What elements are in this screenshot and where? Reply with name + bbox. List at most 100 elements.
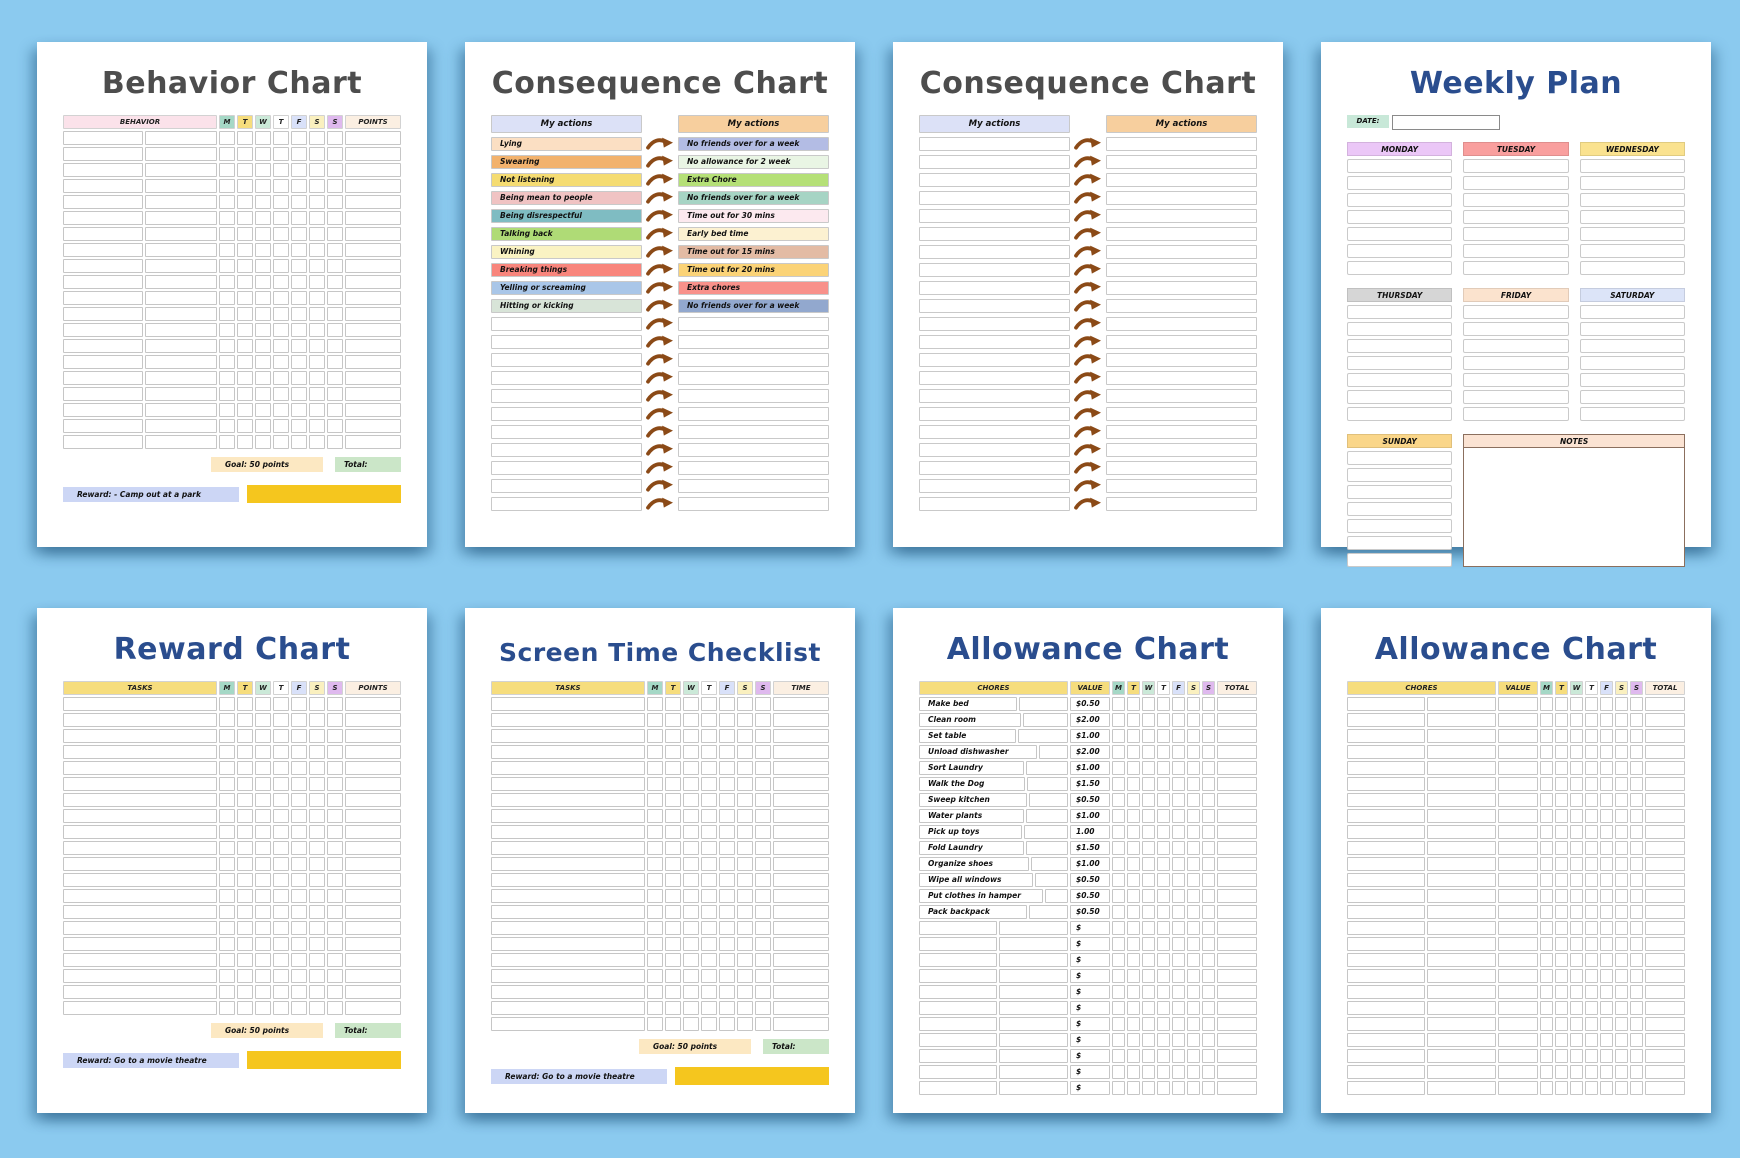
reward-box: Reward: - Camp out at a park [63, 486, 239, 502]
action-cell [919, 370, 1070, 385]
day-cell [219, 403, 235, 417]
table-row [491, 809, 829, 823]
last-column-header: TIME [773, 681, 829, 695]
day-cell [309, 953, 325, 967]
name-cell-secondary [1426, 809, 1496, 823]
name-cell [63, 307, 143, 321]
day-cell [1127, 809, 1141, 823]
curved-arrow-icon [1073, 227, 1101, 240]
day-cell [755, 857, 771, 871]
name-cell [63, 841, 217, 855]
table-row [63, 387, 401, 401]
table-row: Walk the Dog $1.50 [919, 777, 1257, 791]
day-cell [273, 873, 289, 887]
name-cell-secondary [998, 969, 1068, 983]
table-row [63, 713, 401, 727]
day-cell [273, 371, 289, 385]
day-cell [327, 825, 343, 839]
table-row [1347, 745, 1685, 759]
day-cell [309, 793, 325, 807]
day-cell [755, 841, 771, 855]
arrow-cell [1070, 334, 1106, 349]
day-cell [701, 985, 717, 999]
name-cell-secondary [998, 937, 1068, 951]
value-cell [1498, 809, 1538, 823]
day-cell [1202, 745, 1216, 759]
day-cell [1630, 713, 1643, 727]
action-cell [491, 316, 642, 331]
day-header-6: S [737, 681, 753, 695]
name-cell [63, 163, 143, 177]
day-cell [219, 761, 235, 775]
day-cell [1570, 985, 1583, 999]
day-cell [291, 435, 307, 449]
day-cell [291, 713, 307, 727]
last-cell [1217, 825, 1257, 839]
last-cell [345, 371, 401, 385]
day-cell [1555, 1065, 1568, 1079]
value-cell: $ [1070, 921, 1110, 935]
day-cell [719, 937, 735, 951]
name-cell-secondary [998, 1001, 1068, 1015]
value-cell: $ [1070, 969, 1110, 983]
table-row [1347, 713, 1685, 727]
day-cell [237, 259, 253, 273]
table-row: $ [919, 969, 1257, 983]
arrow-cell [642, 190, 678, 205]
day-cell [647, 745, 663, 759]
day-line-cell [1579, 339, 1685, 353]
action-cell: Swearing [491, 154, 642, 169]
day-cell [665, 937, 681, 951]
day-cell [237, 243, 253, 257]
day-cell [683, 937, 699, 951]
allowance-table-blank: CHORES VALUE M T W T F S S TOTAL [1347, 681, 1685, 1095]
table-row [491, 729, 829, 743]
day-cell [237, 131, 253, 145]
table-row [63, 921, 401, 935]
day-cell [719, 873, 735, 887]
day-header-2: T [1127, 681, 1140, 695]
day-header-2: T [237, 681, 253, 695]
action-cell [919, 406, 1070, 421]
curved-arrow-icon [1073, 137, 1101, 150]
day-cell [719, 729, 735, 743]
table-row [63, 841, 401, 855]
day-cell [719, 921, 735, 935]
day-cell [1585, 873, 1598, 887]
day-cell [1630, 1065, 1643, 1079]
day-cell [665, 761, 681, 775]
day-cell [273, 985, 289, 999]
name-cell [63, 777, 217, 791]
curved-arrow-icon [1073, 353, 1101, 366]
day-cell [665, 793, 681, 807]
name-cell [491, 841, 645, 855]
day-cell [755, 761, 771, 775]
day-section-wednesday: WEDNESDAY [1579, 142, 1685, 275]
day-cell [255, 777, 271, 791]
table-row [63, 761, 401, 775]
name-cell-secondary [1029, 793, 1068, 807]
value-cell: $1.00 [1070, 729, 1111, 743]
day-cell [1157, 921, 1170, 935]
day-cell [1112, 857, 1126, 871]
day-cell [309, 323, 325, 337]
last-column-header: POINTS [345, 115, 401, 129]
name-column-header: TASKS [491, 681, 645, 695]
table-row: Set table $1.00 [919, 729, 1258, 743]
consequence-row [919, 136, 1257, 151]
day-cell [683, 825, 699, 839]
day-cell [291, 371, 307, 385]
reward-box: Reward: Go to a movie theatre [63, 1052, 239, 1068]
action-cell [919, 172, 1070, 187]
arrow-cell [642, 280, 678, 295]
day-cell [291, 937, 307, 951]
consequence-cell [1106, 298, 1257, 313]
name-cell [1347, 825, 1425, 839]
last-cell [1645, 793, 1685, 807]
last-cell [773, 777, 829, 791]
day-cell [291, 697, 307, 711]
day-cell [701, 825, 717, 839]
curved-arrow-icon [645, 425, 673, 438]
last-cell [345, 697, 401, 711]
value-cell [1498, 985, 1538, 999]
